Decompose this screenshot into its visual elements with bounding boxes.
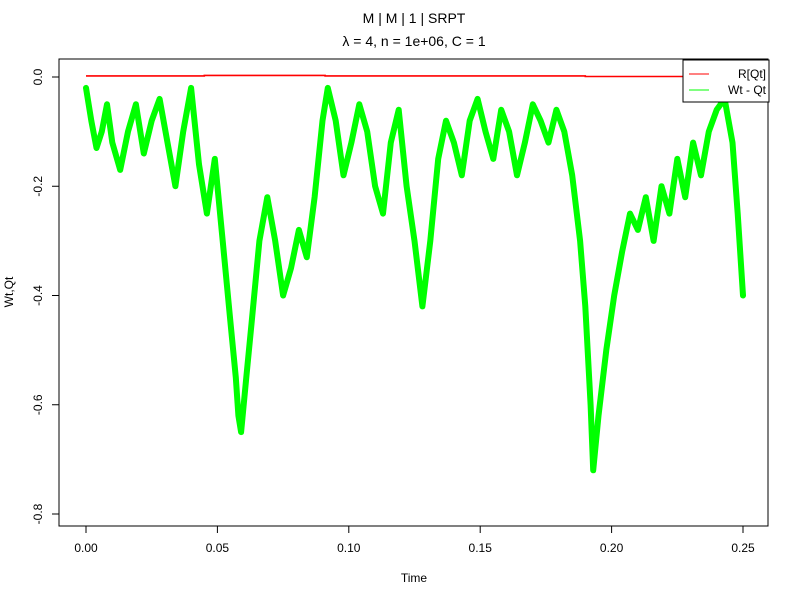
y-tick-label: -0.2 — [31, 176, 45, 197]
x-axis-label: Time — [401, 571, 428, 585]
x-axis: 0.00 0.05 0.10 0.15 0.20 0.25 — [74, 525, 755, 555]
y-axis-label: Wt,Qt — [2, 276, 16, 307]
x-tick-label: 0.15 — [469, 541, 493, 555]
x-tick-label: 0.00 — [74, 541, 98, 555]
y-tick-label: 0.0 — [31, 68, 45, 85]
y-tick-label: -0.8 — [31, 503, 45, 524]
x-tick-label: 0.20 — [600, 541, 624, 555]
y-tick-label: -0.4 — [31, 285, 45, 306]
x-tick-label: 0.10 — [337, 541, 361, 555]
legend: R[Qt] Wt - Qt — [682, 59, 770, 103]
chart-subtitle: λ = 4, n = 1e+06, C = 1 — [342, 33, 485, 49]
series-wt-qt-line — [83, 84, 746, 474]
y-tick-label: -0.6 — [31, 394, 45, 415]
x-tick-label: 0.05 — [206, 541, 230, 555]
marks-layer — [83, 74, 746, 474]
y-axis: -0.8 -0.6 -0.4 -0.2 0.0 — [31, 68, 60, 524]
series-r-qt-line — [86, 74, 743, 78]
legend-label-wt-qt: Wt - Qt — [728, 83, 767, 97]
legend-label-r-qt: R[Qt] — [738, 67, 766, 81]
chart-title: M | M | 1 | SRPT — [363, 10, 466, 26]
legend-box — [682, 59, 770, 103]
x-tick-label: 0.25 — [731, 541, 755, 555]
